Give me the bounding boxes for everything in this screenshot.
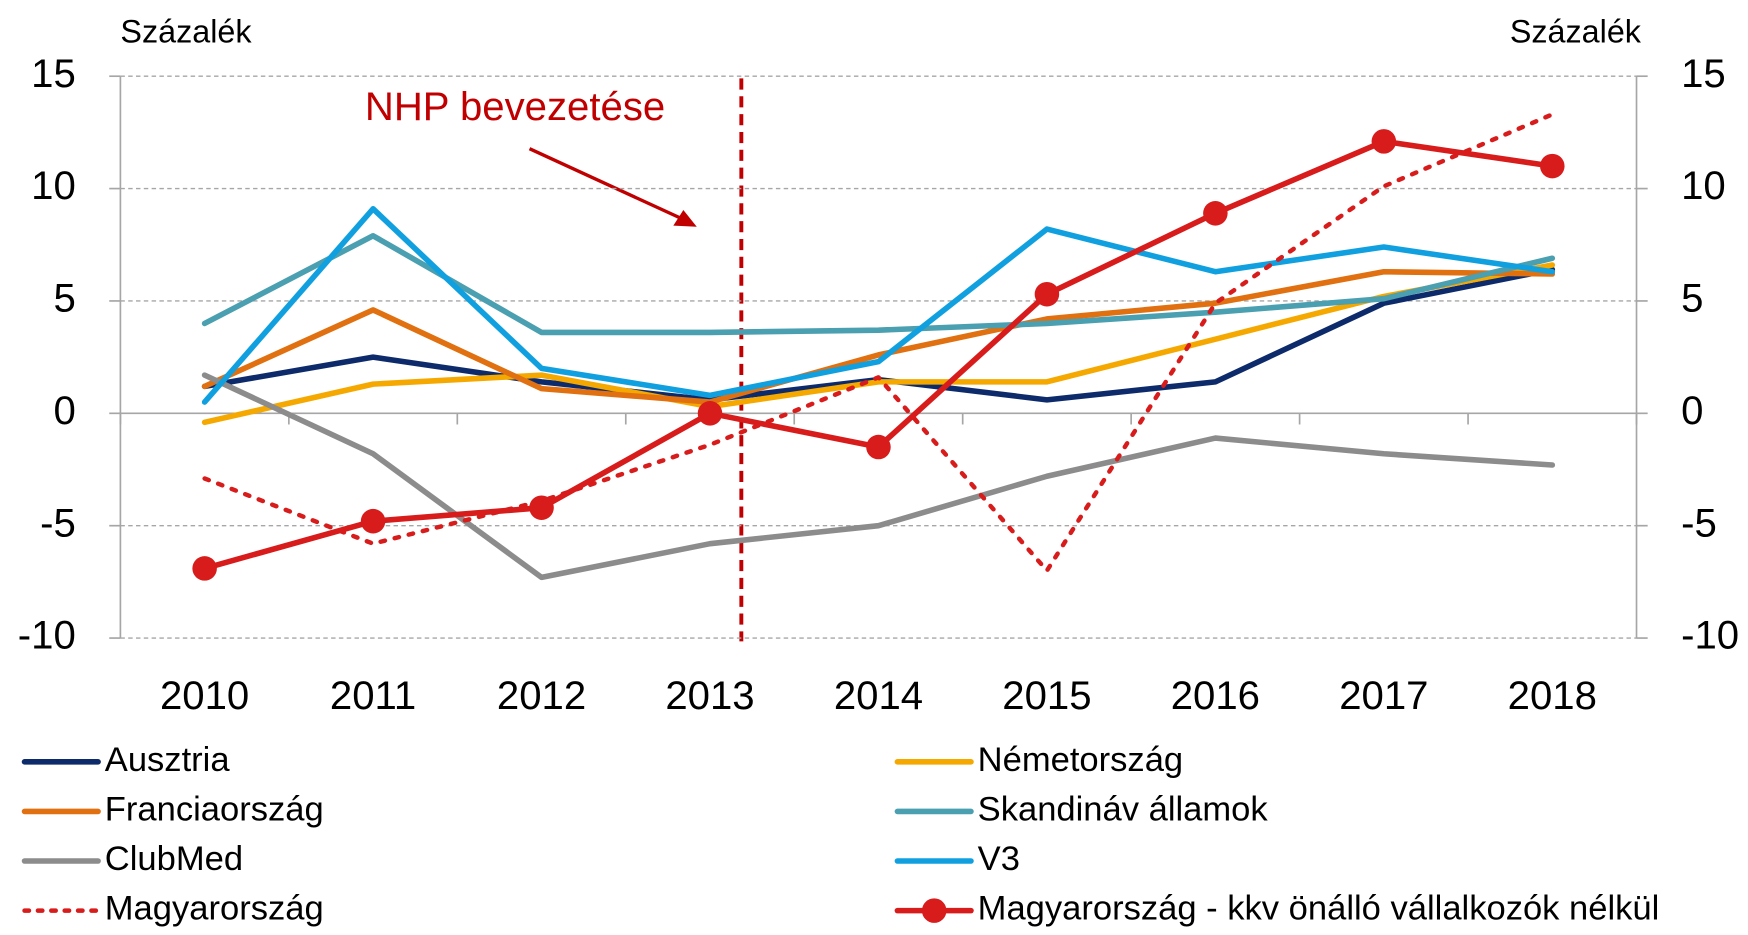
x-tick-label: 2015 [1002,673,1091,718]
point [1034,281,1060,307]
point [1371,129,1397,154]
y-axis-label: Százalék [120,13,252,49]
point [529,495,554,520]
y2-tick-label: 0 [1681,388,1703,433]
legend-label: Németország [978,741,1183,779]
x-tick-label: 2011 [330,673,416,718]
arrow-head [673,209,697,227]
point [192,556,217,581]
y2-tick-label: -10 [1681,613,1739,658]
y-tick-label: 0 [53,388,75,433]
y-tick-label: -10 [18,613,76,658]
y-tick-label: -5 [40,500,76,545]
series-line [201,268,1556,405]
x-tick-label: 2013 [665,673,754,718]
y2-tick-label: 10 [1681,163,1726,208]
legend-label: ClubMed [105,840,243,878]
x-tick-label: 2016 [1171,673,1260,718]
point [360,508,386,534]
legend-label: Skandináv államok [978,791,1269,829]
legend-marker [921,898,947,923]
series-line [201,262,1556,426]
legend-label: Magyarország - kkv önálló vállalkozók né… [978,890,1660,928]
legend-label: V3 [978,840,1020,878]
y2-tick-label: 15 [1681,51,1726,96]
x-tick-label: 2012 [497,673,586,718]
annotation-arrow [528,147,683,221]
x-tick-label: 2014 [834,673,923,718]
x-tick-label: 2017 [1339,673,1428,718]
legend-label: Ausztria [105,741,231,779]
legend-label: Franciaország [105,791,324,829]
series-line [201,206,1556,405]
y2-tick-label: -5 [1681,500,1717,545]
legend-label: Magyarország [105,890,324,928]
x-tick-label: 2018 [1508,673,1597,718]
series-line [201,232,1556,336]
y-tick-label: 10 [31,163,76,208]
y2-axis-label: Százalék [1510,13,1642,49]
point [1203,201,1228,226]
y2-tick-label: 5 [1681,276,1703,321]
y-tick-label: 5 [53,276,75,321]
annotation: NHP bevezetése [365,84,665,129]
point [1540,153,1565,179]
series-line [202,112,1555,573]
point [866,434,891,460]
y-tick-label: 15 [31,51,76,96]
point [697,401,723,426]
series-line [201,372,1556,581]
x-tick-label: 2010 [160,673,249,718]
